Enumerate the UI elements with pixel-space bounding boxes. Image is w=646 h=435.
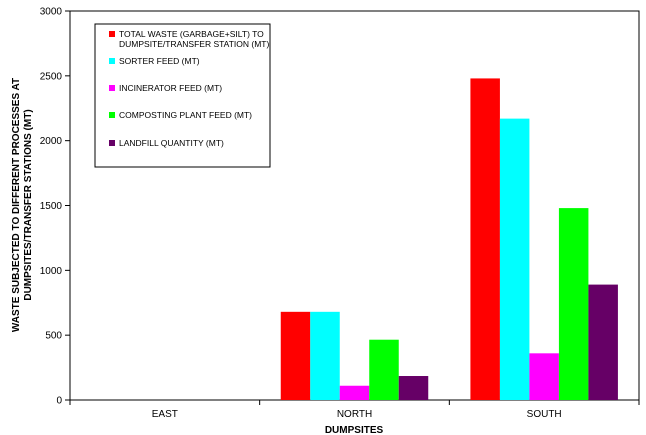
- y-axis-title: WASTE SUBJECTED TO DIFFERENT PROCESSES A…: [11, 78, 34, 332]
- legend: TOTAL WASTE (GARBAGE+SILT) TODUMPSITE/TR…: [94, 23, 271, 168]
- bars-group: [280, 78, 618, 400]
- y-tick-label: 0: [56, 396, 62, 407]
- y-tick-label: 1500: [40, 201, 63, 212]
- legend-label: SORTER FEED (MT): [119, 56, 200, 66]
- bar-south-series-1: [470, 78, 500, 400]
- legend-swatch: [109, 112, 115, 118]
- y-axis-ticks: 0 500 1000 1500 2000 2500 3000: [40, 7, 70, 407]
- legend-label: LANDFILL QUANTITY (MT): [119, 138, 224, 148]
- bar-north-series-5: [398, 376, 429, 400]
- bar-south-series-3: [529, 353, 559, 400]
- legend-label: DUMPSITE/TRANSFER STATION (MT): [119, 39, 269, 49]
- bar-north-series-4: [369, 339, 399, 400]
- x-tick-label: EAST: [152, 409, 178, 420]
- legend-swatch: [109, 85, 115, 91]
- x-tick-label: SOUTH: [527, 409, 562, 420]
- bar-south-series-4: [558, 208, 589, 400]
- legend-box: [94, 23, 271, 168]
- legend-swatch: [109, 31, 115, 37]
- y-tick-label: 2500: [40, 71, 63, 82]
- bar-south-series-2: [499, 118, 530, 400]
- x-tick-label: NORTH: [337, 409, 372, 420]
- bar-north-series-3: [339, 385, 370, 400]
- y-tick-label: 3000: [40, 7, 63, 18]
- x-axis-title: DUMPSITES: [325, 425, 384, 435]
- bar-south-series-5: [588, 284, 618, 400]
- y-tick-label: 2000: [40, 136, 63, 147]
- y-tick-label: 1000: [40, 266, 63, 277]
- legend-label: INCINERATOR FEED (MT): [119, 83, 222, 93]
- x-axis-ticks: EAST NORTH SOUTH: [69, 400, 640, 420]
- bar-north-series-1: [280, 311, 311, 400]
- legend-label: TOTAL WASTE (GARBAGE+SILT) TO: [119, 29, 264, 39]
- bar-north-series-2: [310, 311, 340, 400]
- y-axis-title-line: WASTE SUBJECTED TO DIFFERENT PROCESSES A…: [11, 78, 22, 332]
- y-axis-title-line: DUMPSITES/TRANSFER STATIONS (MT): [23, 109, 34, 300]
- legend-label: COMPOSTING PLANT FEED (MT): [119, 110, 252, 120]
- legend-swatch: [109, 140, 115, 146]
- legend-swatch: [109, 58, 115, 64]
- y-tick-label: 500: [45, 331, 62, 342]
